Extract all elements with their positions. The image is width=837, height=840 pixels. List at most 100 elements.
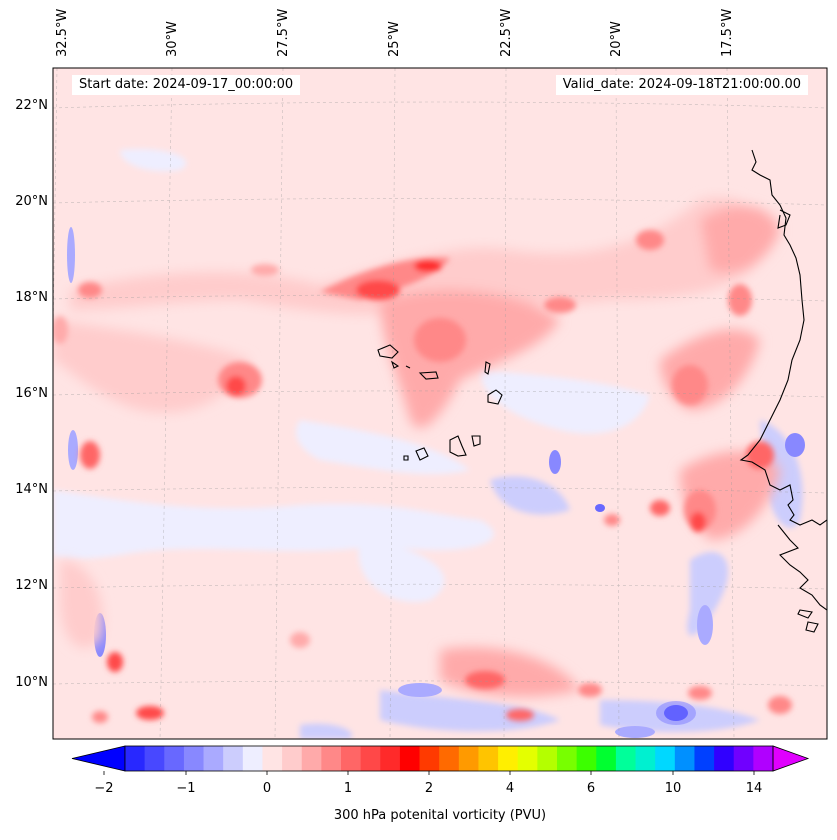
pv-low-region: [490, 476, 570, 515]
lon-label: 30°W: [165, 21, 180, 57]
graticule-line: [503, 68, 507, 739]
pv-high-core: [290, 632, 310, 648]
pv-high-core: [746, 441, 774, 469]
graticule-line: [53, 583, 827, 590]
colorbar-tick-label: 14: [745, 781, 763, 796]
graticule-line: [615, 68, 620, 739]
pv-high-core: [768, 696, 792, 714]
colorbar-frame: [124, 745, 774, 772]
pv-high-core: [414, 260, 442, 272]
pv-high-core: [650, 500, 670, 516]
colorbar-swatch: [223, 746, 244, 771]
pv-high-region: [70, 197, 762, 315]
graticule-line: [53, 101, 827, 109]
colorbar-extend-low: [71, 745, 126, 772]
colorbar-swatch: [635, 746, 656, 771]
graticule-line: [53, 680, 827, 687]
africa-coastline: [777, 209, 791, 229]
colorbar-swatch: [576, 746, 597, 771]
lat-label: 16°N: [15, 386, 48, 401]
graticule-line: [159, 68, 173, 739]
graticule-line: [53, 390, 827, 398]
colorbar-swatch: [360, 746, 381, 771]
colorbar-swatch: [242, 746, 263, 771]
pv-low-region: [53, 490, 494, 559]
africa-coastline: [777, 524, 827, 611]
colorbar-swatch: [203, 746, 224, 771]
pv-high-core: [80, 441, 100, 469]
pv-negative-regions: [53, 149, 803, 739]
colorbar-swatch: [125, 746, 146, 771]
island-outline: [418, 371, 439, 380]
colorbar-swatch: [282, 746, 303, 771]
island-outline: [805, 621, 819, 633]
pv-low-region: [358, 540, 445, 602]
pv-high-core: [636, 230, 664, 250]
pv-low-region: [480, 370, 650, 434]
pv-high-core: [53, 316, 68, 344]
pv-high-core: [226, 376, 246, 396]
colorbar-title: 300 hPa potenital vorticity (PVU): [333, 808, 547, 823]
pv-high-region: [60, 560, 103, 648]
lat-label: 22°N: [15, 98, 48, 113]
colorbar-swatch: [301, 746, 322, 771]
pv-low-region: [380, 690, 560, 732]
pv-high-core: [672, 365, 708, 405]
pv-high-core: [92, 711, 108, 723]
graticule-line: [53, 487, 827, 494]
colorbar-swatch: [144, 746, 165, 771]
colorbar-swatch: [164, 746, 185, 771]
colorbar-swatch: [341, 746, 362, 771]
pv-high-core: [414, 318, 466, 362]
island-outline: [415, 447, 429, 461]
pv-low-core: [67, 227, 75, 283]
map-frame: [52, 67, 828, 740]
pv-low-region: [687, 552, 729, 636]
island-outline: [449, 435, 467, 457]
lon-label: 32.5°W: [55, 8, 70, 57]
colorbar-swatch: [655, 746, 676, 771]
colorbar-swatch: [439, 746, 460, 771]
colorbar: [71, 745, 810, 775]
colorbar-swatch: [733, 746, 754, 771]
pv-low-region: [120, 149, 187, 172]
island-outline: [405, 365, 411, 369]
colorbar-swatch: [419, 746, 440, 771]
graticule-line: [274, 68, 284, 739]
graticule-line: [726, 68, 735, 739]
pv-high-core: [251, 264, 279, 276]
colorbar-swatch: [596, 746, 617, 771]
colorbar-swatch: [714, 746, 735, 771]
lon-label: 25°W: [387, 21, 402, 57]
pv-high-region: [53, 320, 250, 413]
pv-high-core: [688, 686, 712, 700]
pv-low-region: [296, 420, 470, 475]
colorbar-tick-label: −1: [176, 781, 196, 796]
graticule-line: [53, 198, 827, 206]
island-outline: [390, 360, 400, 369]
colorbar-swatch: [537, 746, 558, 771]
pv-low-core: [615, 726, 655, 738]
graticule-line: [389, 68, 396, 739]
colorbar-tick-label: 4: [505, 781, 515, 796]
coastlines: [377, 149, 827, 633]
pv-high-core: [78, 282, 102, 298]
colorbar-tick-label: 6: [586, 781, 596, 796]
colorbar-tick-label: 1: [343, 781, 353, 796]
colorbar-swatch: [753, 746, 774, 771]
pv-high-core: [728, 284, 752, 316]
island-outline: [403, 455, 409, 461]
island-outline: [471, 435, 481, 447]
colorbar-swatch: [399, 746, 420, 771]
lat-label: 10°N: [15, 675, 48, 690]
pv-high-core: [465, 671, 505, 689]
pv-high-core: [578, 683, 602, 697]
colorbar-tick-label: 10: [664, 781, 682, 796]
colorbar-swatch: [517, 746, 538, 771]
island-outline: [377, 344, 399, 359]
graticule-line: [53, 294, 827, 302]
lat-label: 20°N: [15, 194, 48, 209]
lat-label: 18°N: [15, 290, 48, 305]
